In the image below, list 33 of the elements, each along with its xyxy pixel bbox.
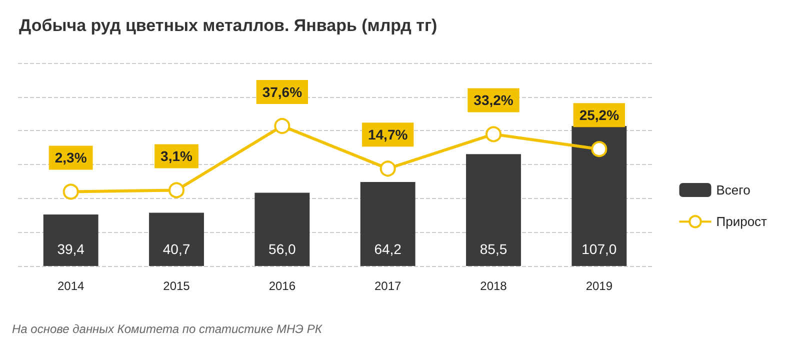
x-tick-label: 2019 [586,279,613,293]
data-label: 14,7% [368,126,408,143]
x-tick-label: 2015 [163,279,190,293]
data-label: 56,0 [268,241,296,257]
legend-label: Прирост [716,214,768,230]
point [486,126,502,142]
x-tick-label: 2016 [268,279,296,293]
bar [43,214,98,266]
point [62,184,79,200]
data-label: 2,3% [54,150,88,166]
legend-label: Всего [716,182,750,198]
data-label: 64,2 [374,241,402,257]
data-label: 107,0 [582,241,617,257]
data-label: 37,6% [262,84,303,100]
data-label: 40,7 [162,241,190,257]
bar [466,154,521,266]
x-tick-label: 2014 [57,279,85,293]
x-tick-label: 2017 [374,279,402,293]
data-label: 25,2% [579,107,620,124]
data-label: 3,1% [160,148,193,164]
point [274,118,290,134]
data-label: 85,5 [480,241,508,257]
chart-title: Добыча руд цветных металлов. Январь (млрд тг) [19,16,438,35]
bar [360,182,416,266]
x-tick-label: 2018 [480,279,508,293]
point [168,182,184,198]
bar [149,212,204,266]
text: На основе данных Комитета по статистике МНЭ РК [12,322,323,336]
data-label: 33,2% [474,92,514,108]
point [380,160,396,177]
point [591,141,608,158]
data-label: 39,4 [57,241,85,257]
bar [254,192,310,266]
